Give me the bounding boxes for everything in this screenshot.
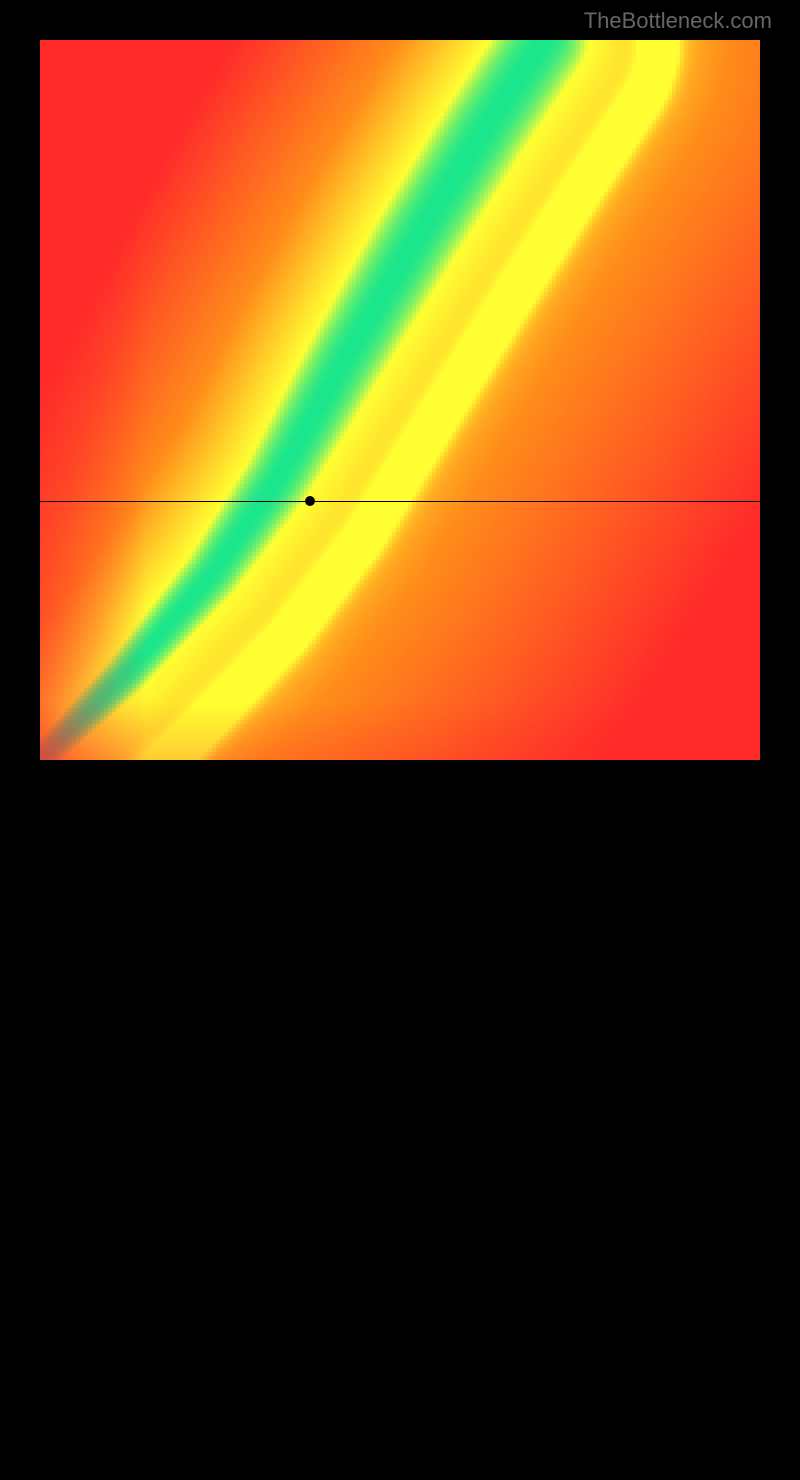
heatmap-canvas — [40, 40, 760, 760]
crosshair-vertical — [310, 760, 311, 1480]
watermark-text: TheBottleneck.com — [584, 8, 772, 34]
bottleneck-heatmap — [40, 40, 760, 760]
crosshair-marker — [305, 496, 315, 506]
crosshair-horizontal — [40, 501, 760, 502]
